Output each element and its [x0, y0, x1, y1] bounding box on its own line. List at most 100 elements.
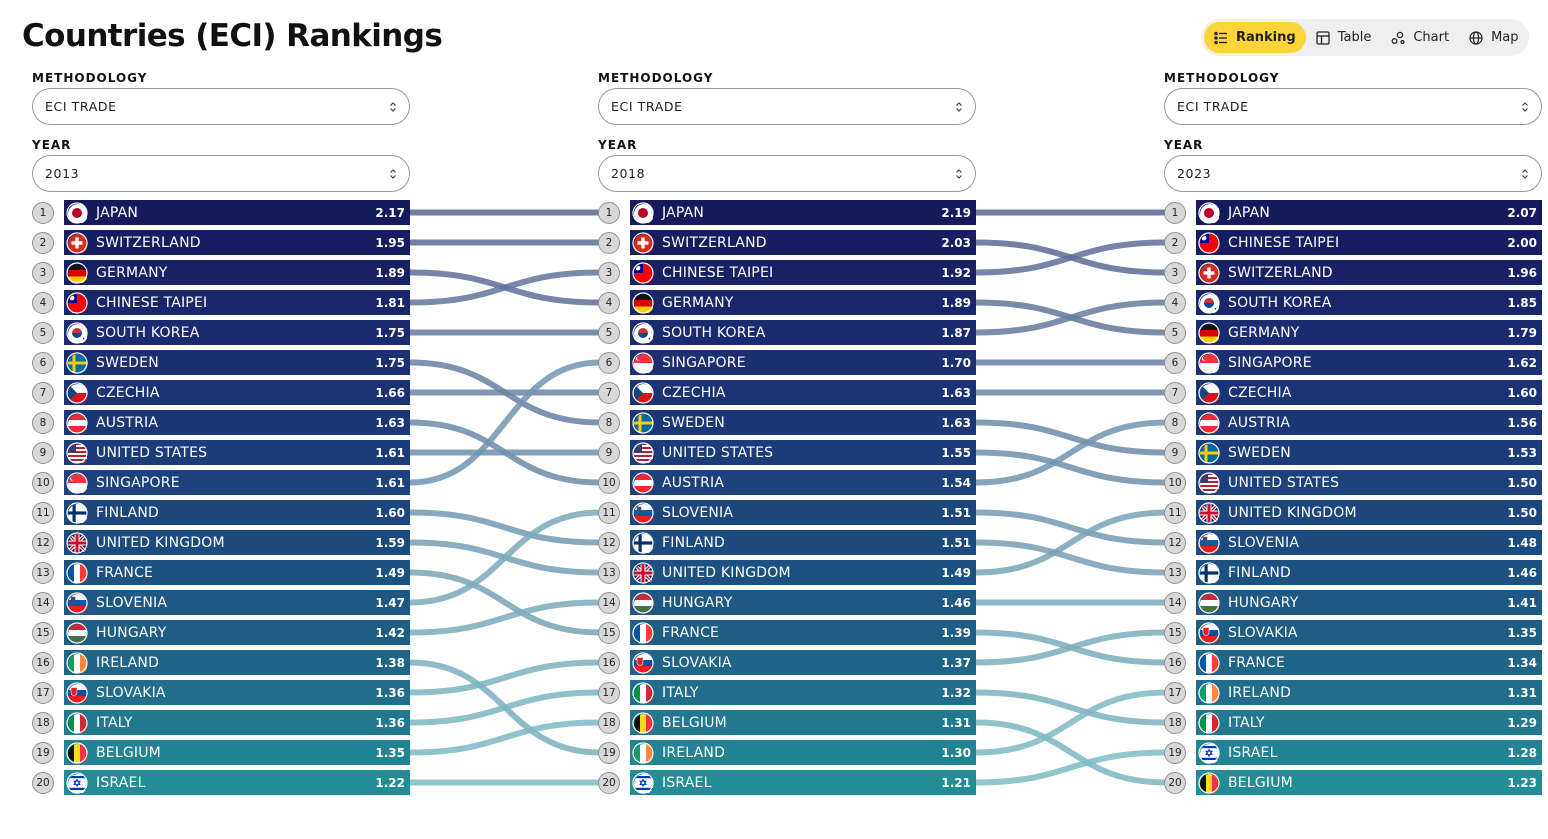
- ranking-row[interactable]: 15 HUNGARY 1.42: [32, 620, 410, 650]
- country-bar[interactable]: SLOVENIA 1.48: [1196, 530, 1542, 555]
- methodology-select[interactable]: ECI TRADE: [1164, 88, 1542, 125]
- ranking-row[interactable]: 3 SWITZERLAND 1.96: [1164, 260, 1542, 290]
- country-bar[interactable]: SWITZERLAND 1.95: [64, 230, 410, 255]
- country-bar[interactable]: UNITED KINGDOM 1.49: [630, 560, 976, 585]
- country-bar[interactable]: HUNGARY 1.46: [630, 590, 976, 615]
- ranking-row[interactable]: 13 UNITED KINGDOM 1.49: [598, 560, 976, 590]
- ranking-row[interactable]: 17 IRELAND 1.31: [1164, 680, 1542, 710]
- country-bar[interactable]: HUNGARY 1.41: [1196, 590, 1542, 615]
- ranking-row[interactable]: 4 CHINESE TAIPEI 1.81: [32, 290, 410, 320]
- ranking-row[interactable]: 4 SOUTH KOREA 1.85: [1164, 290, 1542, 320]
- country-bar[interactable]: UNITED STATES 1.50: [1196, 470, 1542, 495]
- country-bar[interactable]: GERMANY 1.89: [630, 290, 976, 315]
- country-bar[interactable]: BELGIUM 1.31: [630, 710, 976, 735]
- country-bar[interactable]: SOUTH KOREA 1.87: [630, 320, 976, 345]
- ranking-row[interactable]: 7 CZECHIA 1.63: [598, 380, 976, 410]
- ranking-row[interactable]: 11 UNITED KINGDOM 1.50: [1164, 500, 1542, 530]
- ranking-row[interactable]: 18 ITALY 1.29: [1164, 710, 1542, 740]
- country-bar[interactable]: CHINESE TAIPEI 2.00: [1196, 230, 1542, 255]
- country-bar[interactable]: UNITED KINGDOM 1.50: [1196, 500, 1542, 525]
- ranking-row[interactable]: 19 ISRAEL 1.28: [1164, 740, 1542, 770]
- country-bar[interactable]: SOUTH KOREA 1.85: [1196, 290, 1542, 315]
- ranking-row[interactable]: 14 HUNGARY 1.46: [598, 590, 976, 620]
- country-bar[interactable]: FINLAND 1.60: [64, 500, 410, 525]
- ranking-row[interactable]: 1 JAPAN 2.19: [598, 200, 976, 230]
- country-bar[interactable]: ISRAEL 1.21: [630, 770, 976, 795]
- country-bar[interactable]: UNITED STATES 1.61: [64, 440, 410, 465]
- ranking-row[interactable]: 3 CHINESE TAIPEI 1.92: [598, 260, 976, 290]
- view-ranking-button[interactable]: Ranking: [1204, 22, 1306, 53]
- ranking-row[interactable]: 13 FINLAND 1.46: [1164, 560, 1542, 590]
- year-select[interactable]: 2018: [598, 155, 976, 192]
- ranking-row[interactable]: 5 GERMANY 1.79: [1164, 320, 1542, 350]
- country-bar[interactable]: SWEDEN 1.63: [630, 410, 976, 435]
- ranking-row[interactable]: 2 SWITZERLAND 2.03: [598, 230, 976, 260]
- ranking-row[interactable]: 17 SLOVAKIA 1.36: [32, 680, 410, 710]
- ranking-row[interactable]: 19 IRELAND 1.30: [598, 740, 976, 770]
- country-bar[interactable]: IRELAND 1.30: [630, 740, 976, 765]
- country-bar[interactable]: JAPAN 2.19: [630, 200, 976, 225]
- country-bar[interactable]: SWEDEN 1.75: [64, 350, 410, 375]
- country-bar[interactable]: BELGIUM 1.35: [64, 740, 410, 765]
- country-bar[interactable]: FINLAND 1.46: [1196, 560, 1542, 585]
- ranking-row[interactable]: 9 UNITED STATES 1.61: [32, 440, 410, 470]
- ranking-row[interactable]: 5 SOUTH KOREA 1.75: [32, 320, 410, 350]
- year-select[interactable]: 2013: [32, 155, 410, 192]
- country-bar[interactable]: ITALY 1.36: [64, 710, 410, 735]
- ranking-row[interactable]: 7 CZECHIA 1.60: [1164, 380, 1542, 410]
- ranking-row[interactable]: 4 GERMANY 1.89: [598, 290, 976, 320]
- country-bar[interactable]: FRANCE 1.39: [630, 620, 976, 645]
- ranking-row[interactable]: 6 SINGAPORE 1.62: [1164, 350, 1542, 380]
- country-bar[interactable]: UNITED STATES 1.55: [630, 440, 976, 465]
- ranking-row[interactable]: 10 AUSTRIA 1.54: [598, 470, 976, 500]
- ranking-row[interactable]: 2 SWITZERLAND 1.95: [32, 230, 410, 260]
- country-bar[interactable]: AUSTRIA 1.63: [64, 410, 410, 435]
- ranking-row[interactable]: 10 UNITED STATES 1.50: [1164, 470, 1542, 500]
- ranking-row[interactable]: 9 SWEDEN 1.53: [1164, 440, 1542, 470]
- year-select[interactable]: 2023: [1164, 155, 1542, 192]
- country-bar[interactable]: IRELAND 1.38: [64, 650, 410, 675]
- ranking-row[interactable]: 8 AUSTRIA 1.56: [1164, 410, 1542, 440]
- ranking-row[interactable]: 12 FINLAND 1.51: [598, 530, 976, 560]
- view-table-button[interactable]: Table: [1306, 22, 1382, 53]
- ranking-row[interactable]: 12 UNITED KINGDOM 1.59: [32, 530, 410, 560]
- ranking-row[interactable]: 18 ITALY 1.36: [32, 710, 410, 740]
- country-bar[interactable]: FINLAND 1.51: [630, 530, 976, 555]
- country-bar[interactable]: SWITZERLAND 1.96: [1196, 260, 1542, 285]
- ranking-row[interactable]: 15 FRANCE 1.39: [598, 620, 976, 650]
- country-bar[interactable]: SWEDEN 1.53: [1196, 440, 1542, 465]
- ranking-row[interactable]: 1 JAPAN 2.17: [32, 200, 410, 230]
- country-bar[interactable]: BELGIUM 1.23: [1196, 770, 1542, 795]
- ranking-row[interactable]: 5 SOUTH KOREA 1.87: [598, 320, 976, 350]
- country-bar[interactable]: CZECHIA 1.63: [630, 380, 976, 405]
- ranking-row[interactable]: 12 SLOVENIA 1.48: [1164, 530, 1542, 560]
- country-bar[interactable]: AUSTRIA 1.54: [630, 470, 976, 495]
- country-bar[interactable]: SWITZERLAND 2.03: [630, 230, 976, 255]
- country-bar[interactable]: UNITED KINGDOM 1.59: [64, 530, 410, 555]
- ranking-row[interactable]: 3 GERMANY 1.89: [32, 260, 410, 290]
- ranking-row[interactable]: 2 CHINESE TAIPEI 2.00: [1164, 230, 1542, 260]
- view-chart-button[interactable]: Chart: [1381, 22, 1459, 53]
- country-bar[interactable]: AUSTRIA 1.56: [1196, 410, 1542, 435]
- country-bar[interactable]: FRANCE 1.49: [64, 560, 410, 585]
- country-bar[interactable]: CZECHIA 1.66: [64, 380, 410, 405]
- country-bar[interactable]: SINGAPORE 1.70: [630, 350, 976, 375]
- country-bar[interactable]: FRANCE 1.34: [1196, 650, 1542, 675]
- methodology-select[interactable]: ECI TRADE: [32, 88, 410, 125]
- country-bar[interactable]: ISRAEL 1.22: [64, 770, 410, 795]
- country-bar[interactable]: CHINESE TAIPEI 1.92: [630, 260, 976, 285]
- country-bar[interactable]: IRELAND 1.31: [1196, 680, 1542, 705]
- ranking-row[interactable]: 6 SWEDEN 1.75: [32, 350, 410, 380]
- ranking-row[interactable]: 1 JAPAN 2.07: [1164, 200, 1542, 230]
- country-bar[interactable]: SLOVAKIA 1.35: [1196, 620, 1542, 645]
- country-bar[interactable]: JAPAN 2.17: [64, 200, 410, 225]
- country-bar[interactable]: SINGAPORE 1.62: [1196, 350, 1542, 375]
- country-bar[interactable]: CZECHIA 1.60: [1196, 380, 1542, 405]
- ranking-row[interactable]: 14 SLOVENIA 1.47: [32, 590, 410, 620]
- ranking-row[interactable]: 16 IRELAND 1.38: [32, 650, 410, 680]
- ranking-row[interactable]: 13 FRANCE 1.49: [32, 560, 410, 590]
- ranking-row[interactable]: 16 FRANCE 1.34: [1164, 650, 1542, 680]
- country-bar[interactable]: JAPAN 2.07: [1196, 200, 1542, 225]
- ranking-row[interactable]: 18 BELGIUM 1.31: [598, 710, 976, 740]
- ranking-row[interactable]: 9 UNITED STATES 1.55: [598, 440, 976, 470]
